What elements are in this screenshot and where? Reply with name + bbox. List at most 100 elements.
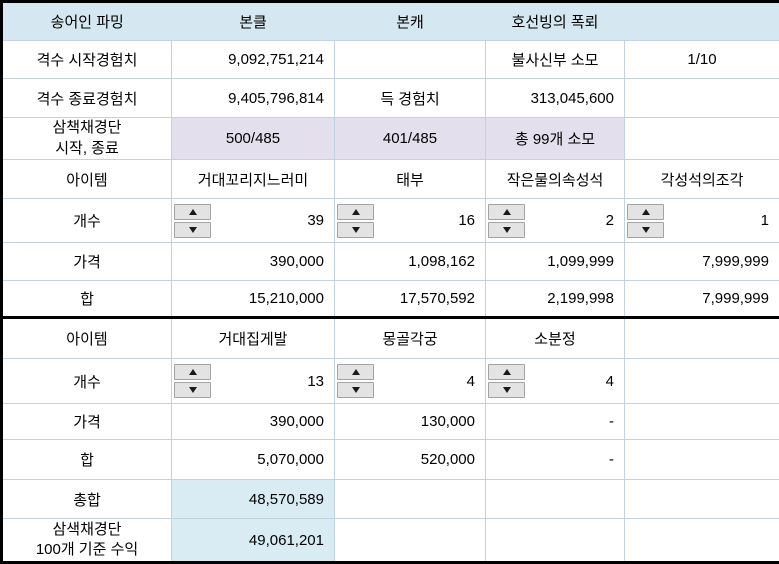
empty-cell (625, 440, 779, 480)
per100-label: 삼색채경단 100개 기준 수익 (2, 519, 172, 563)
spin-up-button[interactable] (337, 364, 374, 380)
count-row-label: 개수 (2, 359, 172, 404)
triangle-up-icon (642, 209, 650, 215)
item-name: 태부 (335, 160, 486, 199)
exp-gain-label: 득 경험치 (335, 79, 486, 118)
per100-label-line2: 100개 기준 수익 (36, 541, 138, 558)
exp-start-label: 격수 시작경험치 (2, 41, 172, 79)
count-cell: 2 (486, 199, 625, 243)
empty-cell (625, 480, 779, 519)
count-spinner (488, 204, 525, 238)
item-name: 각성석의조각 (625, 160, 779, 199)
triangle-down-icon (352, 387, 360, 393)
price-row-label: 가격 (2, 243, 172, 281)
count-value: 4 (467, 373, 475, 390)
count-value: 39 (307, 212, 324, 229)
grand-total-label: 총합 (2, 480, 172, 519)
per100-label-line1: 삼색채경단 (52, 521, 121, 538)
price-value: 390,000 (172, 404, 335, 440)
spin-down-button[interactable] (627, 222, 664, 238)
price-value: 7,999,999 (625, 243, 779, 281)
count-value: 1 (761, 212, 769, 229)
empty-cell (335, 480, 486, 519)
count-value: 4 (606, 373, 614, 390)
count-cell: 13 (172, 359, 335, 404)
spin-up-button[interactable] (488, 364, 525, 380)
count-cell: 39 (172, 199, 335, 243)
item-name: 거대꼬리지느러미 (172, 160, 335, 199)
price-value: - (486, 404, 625, 440)
spin-down-button[interactable] (488, 222, 525, 238)
count-spinner (337, 364, 374, 398)
header-empty-cell (625, 2, 779, 41)
triangle-up-icon (189, 209, 197, 215)
item-row-label: 아이템 (2, 318, 172, 359)
spin-down-button[interactable] (337, 382, 374, 398)
sum-row-label: 합 (2, 281, 172, 318)
sum-value: - (486, 440, 625, 480)
sum-value: 2,199,998 (486, 281, 625, 318)
triangle-down-icon (503, 387, 511, 393)
dango-main-value: 500/485 (172, 118, 335, 160)
spin-down-button[interactable] (337, 222, 374, 238)
exp-start-row: 격수 시작경험치 9,092,751,214 불사신부 소모 1/10 (2, 41, 779, 79)
price-value: 1,098,162 (335, 243, 486, 281)
spin-up-button[interactable] (174, 364, 211, 380)
section1-item-row: 아이템 거대꼬리지느러미 태부 작은물의속성석 각성석의조각 (2, 160, 779, 199)
price-row-label: 가격 (2, 404, 172, 440)
header-farm-title: 송어인 파밍 (2, 2, 172, 41)
dango-total-used: 총 99개 소모 (486, 118, 625, 160)
empty-cell (625, 318, 779, 359)
triangle-down-icon (503, 227, 511, 233)
empty-cell (625, 359, 779, 404)
count-spinner (488, 364, 525, 398)
count-value: 2 (606, 212, 614, 229)
grand-total-value: 48,570,589 (172, 480, 335, 519)
header-col-alt: 본캐 (335, 2, 486, 41)
spin-up-button[interactable] (627, 204, 664, 220)
exp-end-label: 격수 종료경험치 (2, 79, 172, 118)
count-cell: 4 (486, 359, 625, 404)
triangle-down-icon (189, 227, 197, 233)
sum-value: 7,999,999 (625, 281, 779, 318)
exp-end-row: 격수 종료경험치 9,405,796,814 득 경험치 313,045,600 (2, 79, 779, 118)
dango-alt-value: 401/485 (335, 118, 486, 160)
item-row-label: 아이템 (2, 160, 172, 199)
section1-count-row: 개수 39 16 2 1 (2, 199, 779, 243)
triangle-up-icon (503, 209, 511, 215)
triangle-up-icon (352, 369, 360, 375)
empty-cell (335, 41, 486, 79)
dango-label: 삼책채경단 시작, 종료 (2, 118, 172, 160)
dango-label-line2: 시작, 종료 (55, 140, 119, 157)
empty-cell (486, 519, 625, 563)
spin-up-button[interactable] (488, 204, 525, 220)
empty-cell (625, 118, 779, 160)
empty-cell (335, 519, 486, 563)
spin-down-button[interactable] (488, 382, 525, 398)
sum-value: 5,070,000 (172, 440, 335, 480)
exp-end-value: 9,405,796,814 (172, 79, 335, 118)
sum-value: 520,000 (335, 440, 486, 480)
count-value: 13 (307, 373, 324, 390)
count-cell: 16 (335, 199, 486, 243)
sum-value: 17,570,592 (335, 281, 486, 318)
dango-row: 삼책채경단 시작, 종료 500/485 401/485 총 99개 소모 (2, 118, 779, 160)
count-value: 16 (458, 212, 475, 229)
spin-up-button[interactable] (337, 204, 374, 220)
section2-sum-row: 합 5,070,000 520,000 - (2, 440, 779, 480)
spin-down-button[interactable] (174, 382, 211, 398)
section2-price-row: 가격 390,000 130,000 - (2, 404, 779, 440)
empty-cell (625, 404, 779, 440)
triangle-up-icon (503, 369, 511, 375)
price-value: 390,000 (172, 243, 335, 281)
immortal-value: 1/10 (625, 41, 779, 79)
empty-cell (486, 480, 625, 519)
sum-row-label: 합 (2, 440, 172, 480)
grand-total-row: 총합 48,570,589 (2, 480, 779, 519)
item-name: 소분정 (486, 318, 625, 359)
spin-down-button[interactable] (174, 222, 211, 238)
header-col-event: 호선빙의 폭뢰 (486, 2, 625, 41)
table-header-row: 송어인 파밍 본클 본캐 호선빙의 폭뢰 (2, 2, 779, 41)
spin-up-button[interactable] (174, 204, 211, 220)
